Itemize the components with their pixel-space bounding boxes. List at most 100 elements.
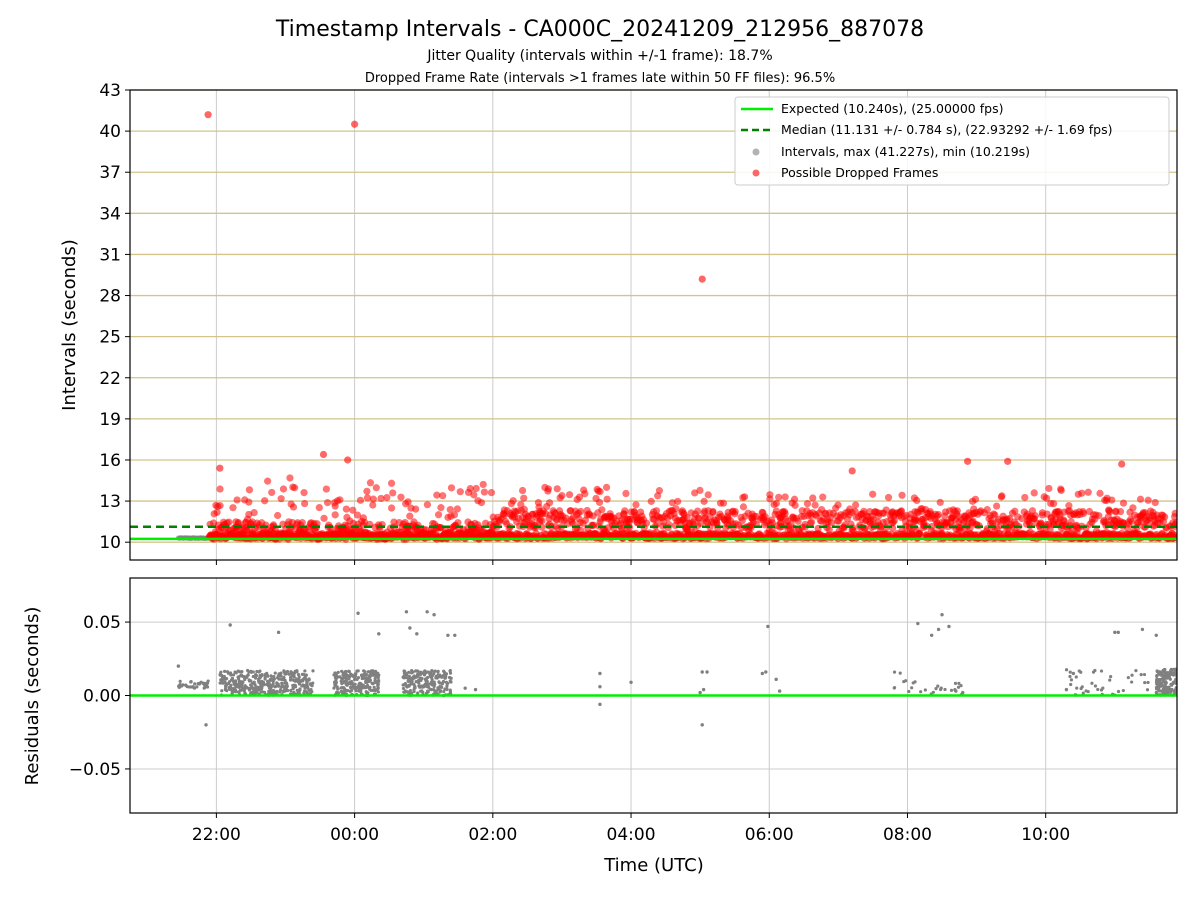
- dropped-frame-outlier: [344, 456, 352, 464]
- dropped-frame-point: [1011, 507, 1019, 515]
- residual-point: [1130, 680, 1134, 684]
- residual-point: [223, 677, 228, 681]
- residual-point: [376, 671, 380, 675]
- dropped-frame-point: [741, 493, 749, 501]
- residual-point: [259, 687, 263, 691]
- residual-point: [449, 680, 453, 684]
- dropped-frame-point: [768, 519, 776, 527]
- residual-point: [334, 675, 338, 679]
- residual-point: [356, 611, 360, 615]
- dropped-frame-point: [261, 497, 269, 505]
- dropped-frame-point: [437, 504, 445, 512]
- dropped-frame-point: [595, 498, 604, 506]
- residual-point: [774, 677, 778, 682]
- residual-point: [1126, 675, 1130, 680]
- residual-point: [453, 633, 457, 637]
- residual-point: [300, 684, 304, 688]
- residual-point: [438, 689, 443, 693]
- residual-point: [1068, 670, 1072, 674]
- residual-point: [219, 670, 223, 674]
- residual-point: [346, 689, 350, 693]
- dropped-frame-point: [277, 495, 285, 503]
- residual-point: [236, 675, 240, 679]
- residual-point: [344, 671, 348, 676]
- residual-point: [954, 689, 958, 693]
- residual-point: [269, 686, 273, 690]
- x-tick-label: 22:00: [192, 825, 241, 845]
- residual-point: [418, 676, 422, 680]
- dropped-frame-point: [953, 507, 961, 515]
- residual-point: [402, 676, 406, 680]
- residual-point: [445, 684, 449, 688]
- dropped-frame-point: [791, 501, 799, 509]
- residual-point: [1143, 680, 1147, 685]
- residual-point: [961, 690, 965, 695]
- residual-point: [404, 672, 408, 676]
- dropped-frame-point: [315, 503, 323, 512]
- dropped-frame-point: [694, 507, 702, 515]
- residual-point: [1099, 688, 1104, 692]
- residual-point: [929, 633, 934, 637]
- residual-point: [269, 678, 273, 682]
- residual-point: [414, 669, 418, 673]
- dropped-frame-point: [289, 503, 298, 511]
- x-tick-label: 04:00: [607, 825, 656, 845]
- residual-point: [303, 669, 307, 673]
- residual-point: [923, 688, 927, 692]
- residual-point: [412, 688, 416, 692]
- dropped-frame-point: [1161, 513, 1169, 521]
- residual-point: [372, 685, 376, 689]
- residual-point: [403, 669, 407, 674]
- dropped-frame-point: [447, 484, 456, 492]
- dropped-frame-point: [1084, 488, 1092, 496]
- dropped-frame-point: [719, 499, 728, 507]
- residual-point: [1068, 674, 1072, 679]
- dropped-frame-point: [632, 501, 640, 509]
- dropped-frame-point: [897, 507, 906, 515]
- residual-point: [364, 686, 368, 690]
- dropped-frame-point: [450, 511, 459, 519]
- residual-point: [375, 681, 380, 686]
- residual-point: [377, 632, 381, 636]
- residual-point: [936, 684, 940, 688]
- residual-point: [206, 679, 210, 683]
- x-tick-label: 02:00: [468, 825, 517, 845]
- residual-point: [1154, 680, 1159, 684]
- residual-point: [304, 673, 308, 677]
- dropped-frame-outlier: [964, 457, 972, 465]
- residual-point: [193, 682, 197, 686]
- dropped-frame-point: [809, 494, 817, 502]
- residual-point: [425, 681, 429, 685]
- residual-point: [1075, 686, 1079, 690]
- dropped-frame-point: [518, 486, 527, 495]
- dropped-frame-point: [423, 501, 432, 509]
- dropped-frame-point: [1045, 484, 1053, 493]
- residual-point: [201, 681, 205, 685]
- residual-point: [1165, 676, 1170, 680]
- dropped-frame-point: [268, 488, 276, 497]
- residual-point: [429, 676, 434, 680]
- residual-point: [1159, 673, 1163, 677]
- residual-point: [934, 687, 938, 691]
- dropped-frame-point: [790, 495, 799, 503]
- intervals-y-ticks: 10 13 16 19 22 25 28 31 34 37 40 43: [99, 81, 130, 553]
- residual-point: [219, 678, 223, 682]
- dropped-frame-point: [834, 501, 842, 509]
- residual-point: [240, 674, 244, 678]
- dropped-frame-point: [1050, 500, 1058, 508]
- residual-point: [1090, 681, 1094, 685]
- residual-point: [430, 688, 434, 692]
- legend-box: [734, 96, 1170, 186]
- residual-point: [1140, 627, 1145, 632]
- residual-point: [700, 723, 704, 727]
- dropped-frame-point: [477, 499, 486, 507]
- residual-point: [940, 613, 944, 617]
- residual-point: [269, 674, 273, 678]
- dropped-frame-point: [279, 485, 288, 493]
- intervals-y-tick-label: 19: [99, 410, 121, 430]
- dropped-frame-point: [603, 495, 611, 503]
- residual-point: [373, 676, 377, 681]
- residual-point: [184, 683, 188, 687]
- residual-point: [436, 670, 440, 674]
- residual-point: [238, 688, 242, 692]
